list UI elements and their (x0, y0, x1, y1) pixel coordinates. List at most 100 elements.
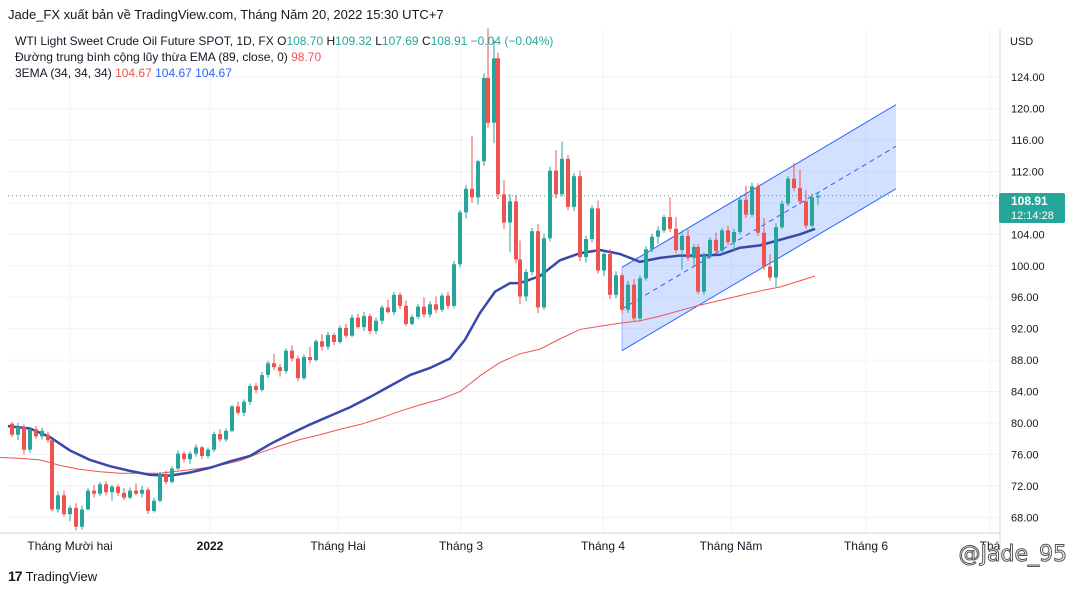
candle-body (212, 433, 216, 450)
candle (314, 339, 318, 362)
candle (608, 249, 612, 299)
candle (260, 371, 264, 392)
candle (632, 279, 636, 322)
candle-body (308, 356, 312, 361)
candle (50, 439, 54, 511)
candle (98, 481, 102, 497)
candle-body (302, 356, 306, 379)
candle (536, 224, 540, 313)
candle-body (320, 341, 324, 347)
y-tick-label: 92.00 (1011, 324, 1039, 336)
candle (508, 194, 512, 253)
legend-l-label: L (375, 34, 382, 48)
candle-body (164, 474, 168, 482)
candle-body (40, 430, 44, 437)
candle (620, 272, 624, 313)
candle-body (762, 232, 766, 267)
candle (482, 73, 486, 166)
candle-body (254, 386, 258, 390)
countdown-timer: 12:14:28 (1011, 210, 1054, 222)
candle-body (74, 507, 78, 527)
channel-mid-line (621, 145, 897, 310)
candle-body (786, 178, 790, 204)
candle-body (260, 375, 264, 390)
candle-body (756, 186, 760, 233)
candle-body (16, 426, 20, 435)
candle-body (326, 334, 330, 347)
legend-3ema-label[interactable]: 3EMA (34, 34, 34) (15, 66, 112, 80)
legend-ema-value: 98.70 (291, 50, 322, 64)
candle (254, 382, 258, 394)
candle (242, 399, 246, 416)
candle-body (750, 186, 754, 215)
candle-body (518, 259, 522, 297)
candle-body (116, 486, 120, 493)
candle-body (656, 230, 660, 237)
candle-body (496, 58, 500, 195)
candle (738, 197, 742, 235)
candle-body (188, 453, 192, 460)
tradingview-footer[interactable]: 17 TradingView (8, 568, 97, 584)
candle (786, 176, 790, 207)
candle-body (290, 350, 294, 359)
candle-body (170, 468, 174, 482)
tradingview-brand[interactable]: TradingView (25, 568, 98, 584)
candle-body (284, 350, 288, 372)
candle (452, 261, 456, 309)
currency-label: USD (1010, 36, 1033, 48)
candle (470, 136, 474, 203)
candle-body (560, 158, 564, 195)
y-tick-label: 72.00 (1011, 481, 1039, 493)
candle (22, 424, 26, 455)
candle (284, 348, 288, 374)
candle (464, 184, 468, 219)
candle-body (56, 495, 60, 510)
candle (62, 490, 66, 517)
candle (446, 291, 450, 310)
candle-body (792, 178, 796, 188)
y-tick-label: 112.00 (1011, 166, 1044, 178)
x-tick-label: Tháng 4 (581, 539, 625, 553)
candle (338, 325, 342, 344)
candle (458, 209, 462, 268)
candle-body (398, 294, 402, 306)
candle (416, 304, 420, 320)
candle-body (566, 158, 570, 207)
candle-body (608, 253, 612, 295)
candle-body (686, 235, 690, 258)
legend-l-value: 107.69 (381, 34, 419, 48)
y-tick-label: 104.00 (1011, 229, 1045, 241)
candle (182, 451, 186, 463)
candle-body (182, 453, 186, 460)
candle-body (218, 433, 222, 440)
candle-body (644, 249, 648, 279)
legend-symbol[interactable]: WTI Light Sweet Crude Oil Future SPOT, 1… (15, 34, 274, 48)
candle (92, 485, 96, 498)
legend-ema-label[interactable]: Đường trung bình cộng lũy thừa EMA (89, … (15, 50, 288, 64)
candle (792, 162, 796, 192)
legend-ema-row[interactable]: Đường trung bình cộng lũy thừa EMA (89, … (15, 49, 553, 65)
legend-o-value: 108.70 (286, 34, 324, 48)
candle-body (242, 401, 246, 413)
candle-body (404, 305, 408, 324)
candle-body (446, 295, 450, 306)
y-tick-label: 80.00 (1011, 418, 1039, 430)
legend-main-row[interactable]: WTI Light Sweet Crude Oil Future SPOT, 1… (15, 33, 553, 49)
candle-body (596, 208, 600, 271)
candle-body (620, 275, 624, 310)
candle (28, 427, 32, 453)
legend-3ema-value-1: 104.67 (115, 66, 152, 80)
candle-body (798, 187, 802, 202)
y-tick-label: 96.00 (1011, 292, 1039, 304)
candle (566, 154, 570, 210)
legend-change: −0.04 (−0.04%) (470, 34, 554, 48)
legend-3ema-row[interactable]: 3EMA (34, 34, 34) 104.67 104.67 104.67 (15, 65, 553, 81)
candle-body (626, 284, 630, 310)
ema34-line (7, 227, 816, 477)
publisher-bar: Jade_FX xuất bản về TradingView.com, Thá… (0, 0, 1079, 30)
candle (350, 314, 354, 338)
candle-body (314, 341, 318, 361)
candle-body (662, 217, 666, 231)
candle-body (578, 176, 582, 258)
